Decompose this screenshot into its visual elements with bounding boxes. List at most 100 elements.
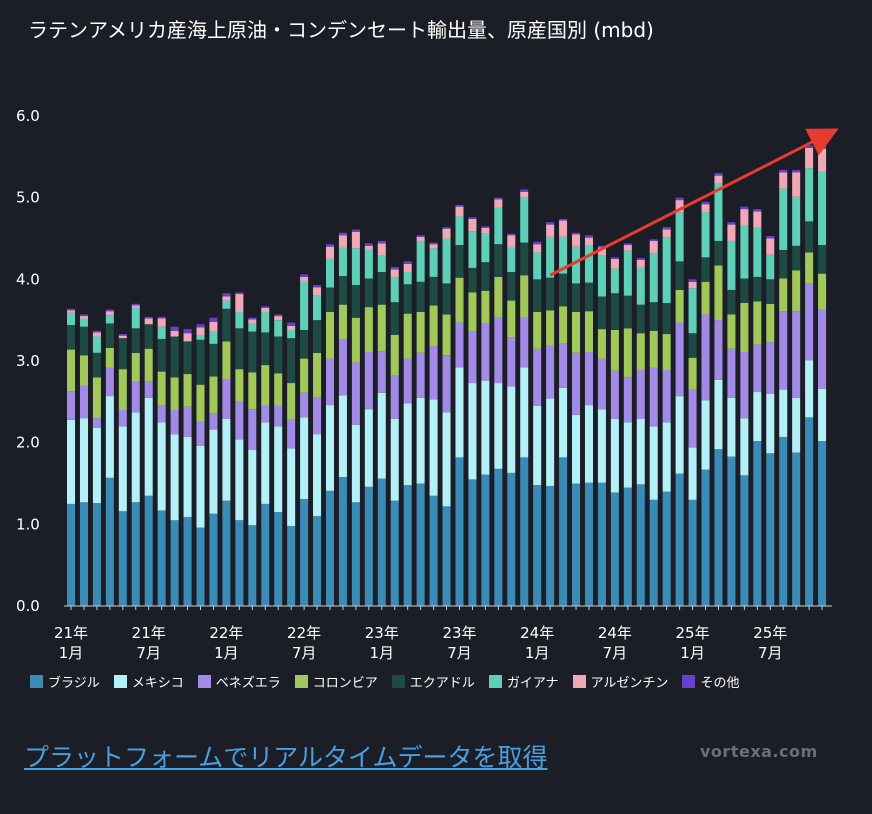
bar-segment <box>377 271 386 305</box>
bar-segment <box>766 393 775 454</box>
bar-segment <box>714 175 723 184</box>
bar-segment <box>572 232 581 235</box>
bar-segment <box>338 338 347 396</box>
legend-item[interactable]: メキシコ <box>113 672 184 691</box>
bar-segment <box>313 287 322 296</box>
bar-segment <box>753 441 762 606</box>
bar-segment <box>481 227 490 234</box>
bar-segment <box>779 311 788 390</box>
bar-segment <box>546 310 555 346</box>
legend-item[interactable]: アルゼンチン <box>572 672 668 691</box>
bar-segment <box>364 352 373 410</box>
bar-segment <box>67 419 76 504</box>
bar-segment <box>766 303 775 343</box>
bar-segment <box>662 237 671 304</box>
bar-segment <box>67 503 76 606</box>
bar-segment <box>300 276 309 281</box>
bar-segment <box>416 236 425 241</box>
legend-label: コロンビア <box>312 676 378 691</box>
bar-segment <box>494 317 503 384</box>
bar-segment <box>481 262 490 291</box>
y-tick-label: 2.0 <box>16 434 40 452</box>
legend-swatch <box>294 675 308 688</box>
bar-segment <box>675 322 684 397</box>
bar-segment <box>468 383 477 480</box>
bar-segment <box>131 352 140 382</box>
bar-segment <box>105 315 114 324</box>
bar-segment <box>546 277 555 311</box>
bar-segment <box>649 240 658 254</box>
legend-item[interactable]: その他 <box>682 672 739 691</box>
bar-segment <box>468 292 477 332</box>
legend-label: ベネズエラ <box>215 676 281 691</box>
bar-segment <box>818 388 827 442</box>
bar-segment <box>105 311 114 316</box>
bar-segment <box>559 457 568 606</box>
y-tick-label: 0.0 <box>16 597 40 615</box>
legend-item[interactable]: ブラジル <box>30 672 100 691</box>
bar-segment <box>429 399 438 496</box>
bar-segment <box>688 288 697 334</box>
bar-segment <box>287 329 296 339</box>
realtime-data-link[interactable]: プラットフォームでリアルタイムデータを取得 <box>24 743 548 772</box>
legend-item[interactable]: ガイアナ <box>488 672 559 691</box>
bar-segment <box>468 217 477 219</box>
bar-segment <box>507 271 516 301</box>
bar-segment <box>584 245 593 283</box>
bar-segment <box>274 405 283 427</box>
bar-segment <box>623 295 632 329</box>
bar-segment <box>183 374 192 407</box>
bar-segment <box>740 206 749 210</box>
bar-segment <box>364 278 373 308</box>
legend-item[interactable]: エクアドル <box>391 672 475 691</box>
bar-segment <box>818 441 827 606</box>
bar-segment <box>727 222 736 225</box>
bar-segment <box>623 328 632 378</box>
x-tick-label: 1月 <box>370 644 395 662</box>
bar-segment <box>559 220 568 237</box>
bar-segment <box>248 450 257 526</box>
bar-segment <box>261 306 270 308</box>
bar-segment <box>753 209 762 212</box>
bar-segment <box>416 312 425 353</box>
bar-segment <box>714 449 723 606</box>
bar-segment <box>597 358 606 410</box>
bar-segment <box>792 172 801 197</box>
bar-segment <box>649 367 658 427</box>
y-tick-label: 1.0 <box>16 515 40 533</box>
bar-segment <box>584 235 593 238</box>
bar-segment <box>118 338 127 370</box>
bar-segment <box>79 385 88 419</box>
bar-segment <box>300 499 309 606</box>
bar-segment <box>325 258 335 288</box>
bar-segment <box>597 409 606 483</box>
bar-segment <box>740 303 749 353</box>
bar-segment <box>818 148 827 172</box>
bar-segment <box>766 279 775 304</box>
bar-segment <box>727 456 736 606</box>
legend-swatch <box>391 675 405 688</box>
bar-segment <box>818 146 827 149</box>
bar-segment <box>584 482 593 606</box>
bar-segment <box>546 485 555 606</box>
bar-segment <box>118 335 127 339</box>
bar-segment <box>377 351 386 393</box>
legend-item[interactable]: コロンビア <box>294 672 378 691</box>
bar-segment <box>675 212 684 262</box>
bar-segment <box>688 357 697 390</box>
bar-segment <box>533 485 542 606</box>
bar-segment <box>92 427 101 504</box>
bar-segment <box>377 243 386 256</box>
bar-segment <box>338 476 347 606</box>
bar-segment <box>442 506 451 606</box>
legend-item[interactable]: ベネズエラ <box>197 672 281 691</box>
bar-segment <box>455 205 464 207</box>
bar-segment <box>520 317 529 368</box>
bar-segment <box>390 267 399 270</box>
bar-segment <box>144 495 153 606</box>
x-tick-label: 24年 <box>598 624 632 642</box>
bar-segment <box>520 457 529 606</box>
bar-segment <box>338 232 347 236</box>
bar-segment <box>675 396 684 474</box>
bar-segment <box>222 500 231 606</box>
